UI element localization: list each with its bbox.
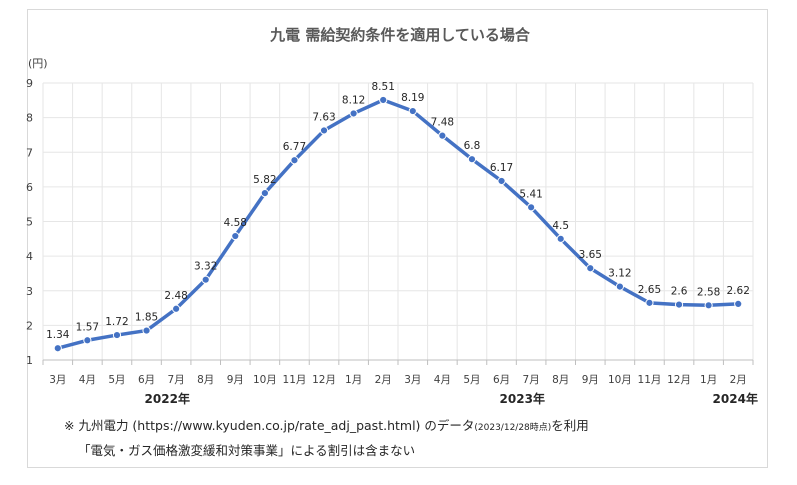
x-tick-label: 8月 bbox=[197, 374, 214, 386]
y-tick-label: 4 bbox=[26, 250, 33, 263]
x-tick-label: 4月 bbox=[79, 374, 96, 386]
x-tick-label: 1月 bbox=[345, 374, 362, 386]
data-label: 1.72 bbox=[105, 316, 128, 328]
x-tick-label: 2月 bbox=[375, 374, 392, 386]
footnote-source-date: (2023/12/28時点) bbox=[474, 422, 551, 433]
x-tick-label: 10月 bbox=[608, 374, 632, 386]
data-point bbox=[201, 275, 210, 284]
y-tick-label: 1 bbox=[26, 354, 33, 367]
data-point bbox=[408, 106, 417, 116]
axes: 1 2 3 4 5 6 7 8 9 3月 4月 5月 6月 7月 8月 9月 10月 11月 12月 1月 2月 3月 4月… bbox=[26, 77, 758, 406]
data-point bbox=[497, 176, 506, 186]
x-tick-label: 11月 bbox=[638, 374, 662, 386]
x-tick-label: 3月 bbox=[404, 374, 421, 386]
footnote-source-suffix: を利用 bbox=[551, 418, 589, 433]
data-point bbox=[586, 264, 595, 273]
data-label: 4.5 bbox=[552, 220, 569, 232]
series-line-layer bbox=[53, 95, 743, 353]
series-line bbox=[56, 98, 740, 350]
data-label: 3.12 bbox=[608, 268, 631, 280]
y-tick-label: 3 bbox=[26, 285, 33, 298]
data-point bbox=[674, 300, 684, 309]
data-label: 5.41 bbox=[519, 188, 542, 200]
data-label: 6.77 bbox=[283, 141, 306, 153]
data-label: 2.58 bbox=[697, 286, 720, 298]
data-label: 7.48 bbox=[431, 117, 454, 129]
x-tick-label: 5月 bbox=[463, 374, 480, 386]
data-label: 2.62 bbox=[727, 285, 750, 297]
data-point bbox=[231, 231, 240, 241]
y-axis-unit-label: (円) bbox=[28, 57, 48, 70]
y-tick-label: 8 bbox=[26, 112, 33, 125]
footnote-discount: 「電気・ガス価格激変緩和対策事業」による割引は含まない bbox=[78, 443, 415, 458]
data-label: 3.65 bbox=[579, 249, 602, 261]
x-tick-label: 1月 bbox=[700, 374, 717, 386]
year-label: 2023年 bbox=[500, 391, 545, 406]
data-label: 2.48 bbox=[164, 290, 187, 302]
year-label: 2022年 bbox=[145, 391, 190, 406]
y-tick-label: 5 bbox=[26, 216, 33, 229]
data-label: 6.17 bbox=[490, 162, 513, 174]
x-tick-label: 2月 bbox=[730, 374, 747, 386]
data-point bbox=[349, 109, 358, 118]
data-label: 8.12 bbox=[342, 94, 365, 106]
data-point bbox=[734, 299, 743, 309]
data-point bbox=[112, 330, 122, 340]
data-label: 1.57 bbox=[76, 321, 99, 333]
x-tick-label: 12月 bbox=[667, 374, 691, 386]
x-tick-label: 11月 bbox=[283, 374, 307, 386]
data-point bbox=[319, 126, 329, 135]
x-tick-label: 3月 bbox=[49, 374, 66, 386]
data-label: 5.82 bbox=[253, 174, 276, 186]
data-point bbox=[645, 298, 654, 307]
data-point bbox=[290, 156, 299, 165]
y-tick-label: 2 bbox=[26, 319, 33, 332]
data-label: 8.51 bbox=[372, 81, 395, 93]
x-tick-label: 12月 bbox=[312, 374, 336, 386]
x-tick-label: 9月 bbox=[227, 374, 244, 386]
data-point bbox=[467, 155, 477, 164]
data-label: 2.65 bbox=[638, 284, 661, 296]
data-label: 3.32 bbox=[194, 261, 217, 273]
data-point bbox=[83, 336, 92, 345]
footnote-source-prefix: ※ 九州電力 (https://www.kyuden.co.jp/rate_ad… bbox=[64, 418, 474, 433]
x-tick-label: 6月 bbox=[138, 374, 155, 386]
data-label: 1.34 bbox=[46, 329, 70, 341]
y-tick-label: 7 bbox=[26, 146, 33, 159]
year-label: 2024年 bbox=[713, 391, 758, 406]
x-tick-label: 6月 bbox=[493, 374, 510, 386]
data-label: 2.6 bbox=[671, 286, 688, 298]
data-point bbox=[527, 203, 536, 212]
data-point bbox=[556, 234, 565, 243]
x-tick-label: 4月 bbox=[434, 374, 451, 386]
data-point bbox=[615, 282, 624, 291]
y-tick-label: 9 bbox=[26, 77, 33, 90]
x-tick-label: 8月 bbox=[552, 374, 569, 386]
data-point bbox=[172, 304, 181, 313]
data-point bbox=[438, 131, 447, 140]
y-tick-label: 6 bbox=[26, 181, 33, 194]
x-tick-label: 9月 bbox=[582, 374, 599, 386]
data-label: 1.85 bbox=[135, 312, 158, 324]
data-label: 7.63 bbox=[312, 111, 335, 123]
x-tick-label: 7月 bbox=[523, 374, 540, 386]
footnote-source: ※ 九州電力 (https://www.kyuden.co.jp/rate_ad… bbox=[64, 418, 589, 433]
data-point bbox=[53, 344, 62, 353]
x-tick-label: 7月 bbox=[168, 374, 185, 386]
data-label: 8.19 bbox=[401, 92, 424, 104]
chart-title: 九電 需給契約条件を適用している場合 bbox=[269, 26, 531, 44]
data-point bbox=[379, 95, 388, 105]
data-label: 4.58 bbox=[224, 217, 247, 229]
data-point bbox=[704, 301, 713, 310]
data-point bbox=[142, 326, 151, 335]
data-label: 6.8 bbox=[464, 140, 481, 152]
data-point bbox=[260, 189, 269, 198]
grid-lines bbox=[42, 82, 754, 360]
x-tick-label: 5月 bbox=[108, 374, 125, 386]
data-labels: 1.34 1.57 1.72 1.85 2.48 3.32 4.58 5.82 6.77 7.63… bbox=[46, 81, 750, 341]
x-tick-label: 10月 bbox=[253, 374, 277, 386]
